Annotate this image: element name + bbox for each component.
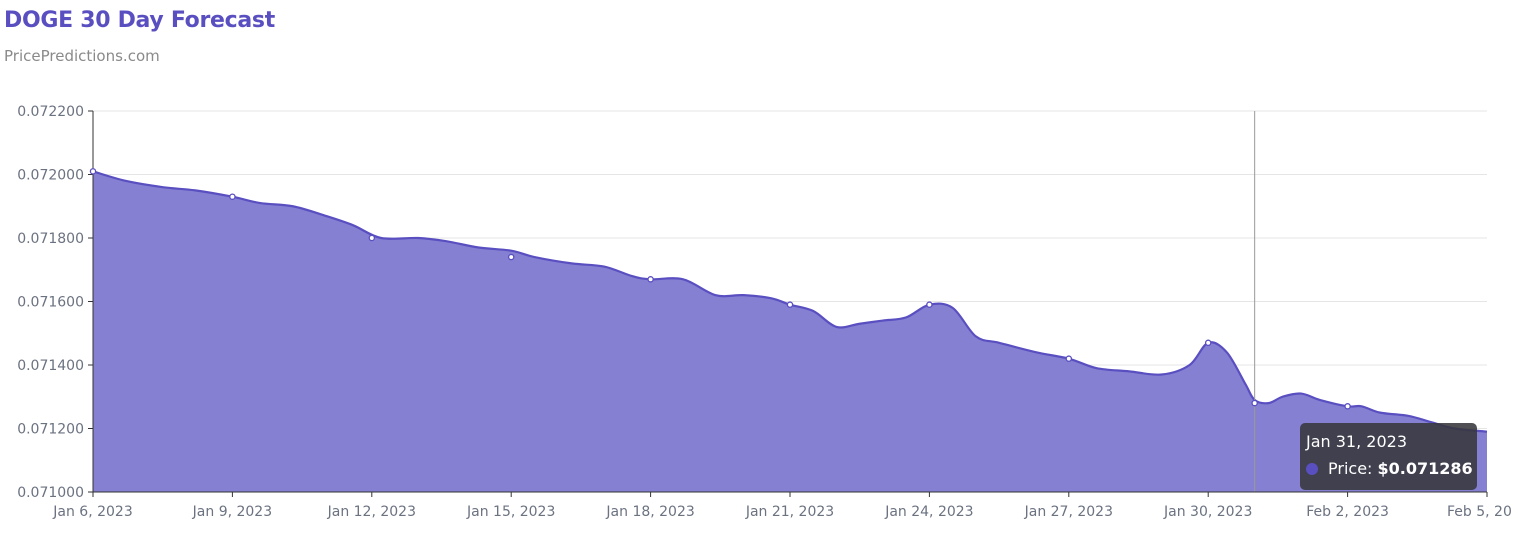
area-layer xyxy=(92,111,1488,492)
series-dot-icon xyxy=(1306,463,1318,475)
x-tick-label: Jan 21, 2023 xyxy=(745,504,834,520)
y-tick-label: 0.071200 xyxy=(17,422,84,438)
data-point-markers[interactable] xyxy=(89,168,1351,410)
data-point[interactable] xyxy=(786,301,794,308)
data-point[interactable] xyxy=(647,276,654,283)
tooltip-value: $0.071286 xyxy=(1377,459,1473,478)
x-tick-label: Jan 24, 2023 xyxy=(884,504,973,520)
y-tick-label: 0.071800 xyxy=(17,231,84,247)
x-axis-ticks: Jan 6, 2023 Jan 9, 2023 Jan 12, 2023 Jan 15… xyxy=(52,492,1512,520)
tooltip-date: Jan 31, 2023 xyxy=(1306,432,1407,451)
y-tick-label: 0.071000 xyxy=(17,485,84,501)
price-line xyxy=(92,170,1488,433)
x-tick-label: Jan 30, 2023 xyxy=(1163,504,1252,520)
data-point[interactable] xyxy=(926,301,933,308)
hover-tooltip: Jan 31, 2023 Price: $0.071286 xyxy=(1300,423,1477,490)
tooltip-label: Price: xyxy=(1328,459,1373,478)
data-point[interactable] xyxy=(89,168,97,175)
x-tick-label: Jan 6, 2023 xyxy=(52,504,132,520)
price-area xyxy=(93,171,1487,492)
data-point[interactable] xyxy=(229,193,236,200)
x-tick-label: Jan 15, 2023 xyxy=(466,504,555,520)
x-tick-label: Feb 5, 20 xyxy=(1447,504,1512,520)
y-tick-label: 0.071600 xyxy=(17,295,84,311)
x-tick-label: Jan 12, 2023 xyxy=(327,504,416,520)
data-point[interactable] xyxy=(1204,339,1212,347)
y-tick-label: 0.072200 xyxy=(17,104,84,120)
tooltip-price-row: Price: $0.071286 xyxy=(1306,459,1473,478)
x-tick-label: Feb 2, 2023 xyxy=(1306,504,1389,520)
y-tick-label: 0.072000 xyxy=(17,168,84,184)
data-point[interactable] xyxy=(507,253,515,261)
y-tick-label: 0.071400 xyxy=(17,358,84,374)
x-tick-label: Jan 9, 2023 xyxy=(192,504,272,520)
y-axis-ticks: 0.072200 0.072000 0.071800 0.071600 0.071400… xyxy=(17,104,93,501)
chart-title: DOGE 30 Day Forecast xyxy=(4,8,275,33)
data-point[interactable] xyxy=(1065,355,1073,362)
x-tick-label: Jan 18, 2023 xyxy=(605,504,694,520)
data-point[interactable] xyxy=(368,234,376,242)
x-tick-label: Jan 27, 2023 xyxy=(1024,504,1113,520)
chart-subtitle: PricePredictions.com xyxy=(4,47,160,65)
data-point[interactable] xyxy=(1344,403,1351,410)
data-point[interactable] xyxy=(1251,399,1258,407)
